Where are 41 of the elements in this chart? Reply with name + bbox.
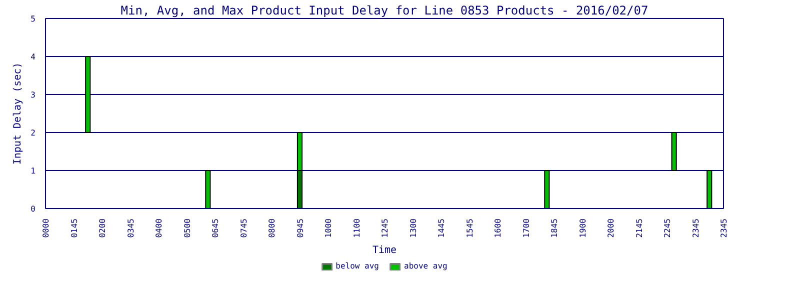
x-tick-label: 1000 [324,218,333,238]
x-tick-label: 1600 [494,218,502,238]
bar [85,56,91,133]
x-tick-label: 1700 [522,218,531,238]
chart-title: Min, Avg, and Max Product Input Delay for Line 0853 Products - 2016/02/07 [120,4,648,18]
x-tick-label: 1100 [352,218,362,238]
legend-label: below avg [336,262,379,270]
y-axis-title: Input Delay (sec) [12,62,24,165]
x-tick-label: 2345 [720,218,728,238]
y-tick-label: 2 [30,128,36,138]
x-tick-label: 1845 [550,218,559,238]
y-tick-label: 5 [30,14,36,24]
y-tick-label: 4 [30,52,36,62]
x-axis-title: Time [372,244,397,256]
bar [671,132,677,171]
x-tick-label: 0200 [98,218,107,238]
x-tick-label: 0800 [268,218,276,238]
x-tick-label: 1245 [380,218,390,238]
bar [544,170,550,208]
x-tick-label: 0745 [239,218,248,238]
x-tick-label: 1545 [465,218,474,238]
x-tick-label: 0400 [154,218,164,238]
x-tick-label: 0345 [126,218,136,238]
x-tick-label: 0145 [70,218,79,238]
x-tick-label: 1900 [578,218,588,238]
bar [706,170,712,208]
y-tick-label: 1 [30,166,36,176]
x-tick-label: 0645 [211,218,220,238]
x-tick-label: 2345 [691,218,700,238]
x-tick-label: 2145 [634,218,644,238]
x-tick-label: 0000 [42,218,50,238]
bar [205,170,211,208]
x-tick-label: 1445 [437,218,446,238]
legend-label: above avg [404,262,448,270]
x-tick-label: 0500 [182,218,192,238]
y-tick-label: 3 [30,90,36,100]
x-tick-label: 1300 [408,218,418,238]
x-tick-label: 2000 [606,218,616,238]
y-tick-label: 0 [30,204,36,214]
x-tick-label: 0945 [296,218,305,238]
x-tick-label: 2245 [663,218,672,238]
